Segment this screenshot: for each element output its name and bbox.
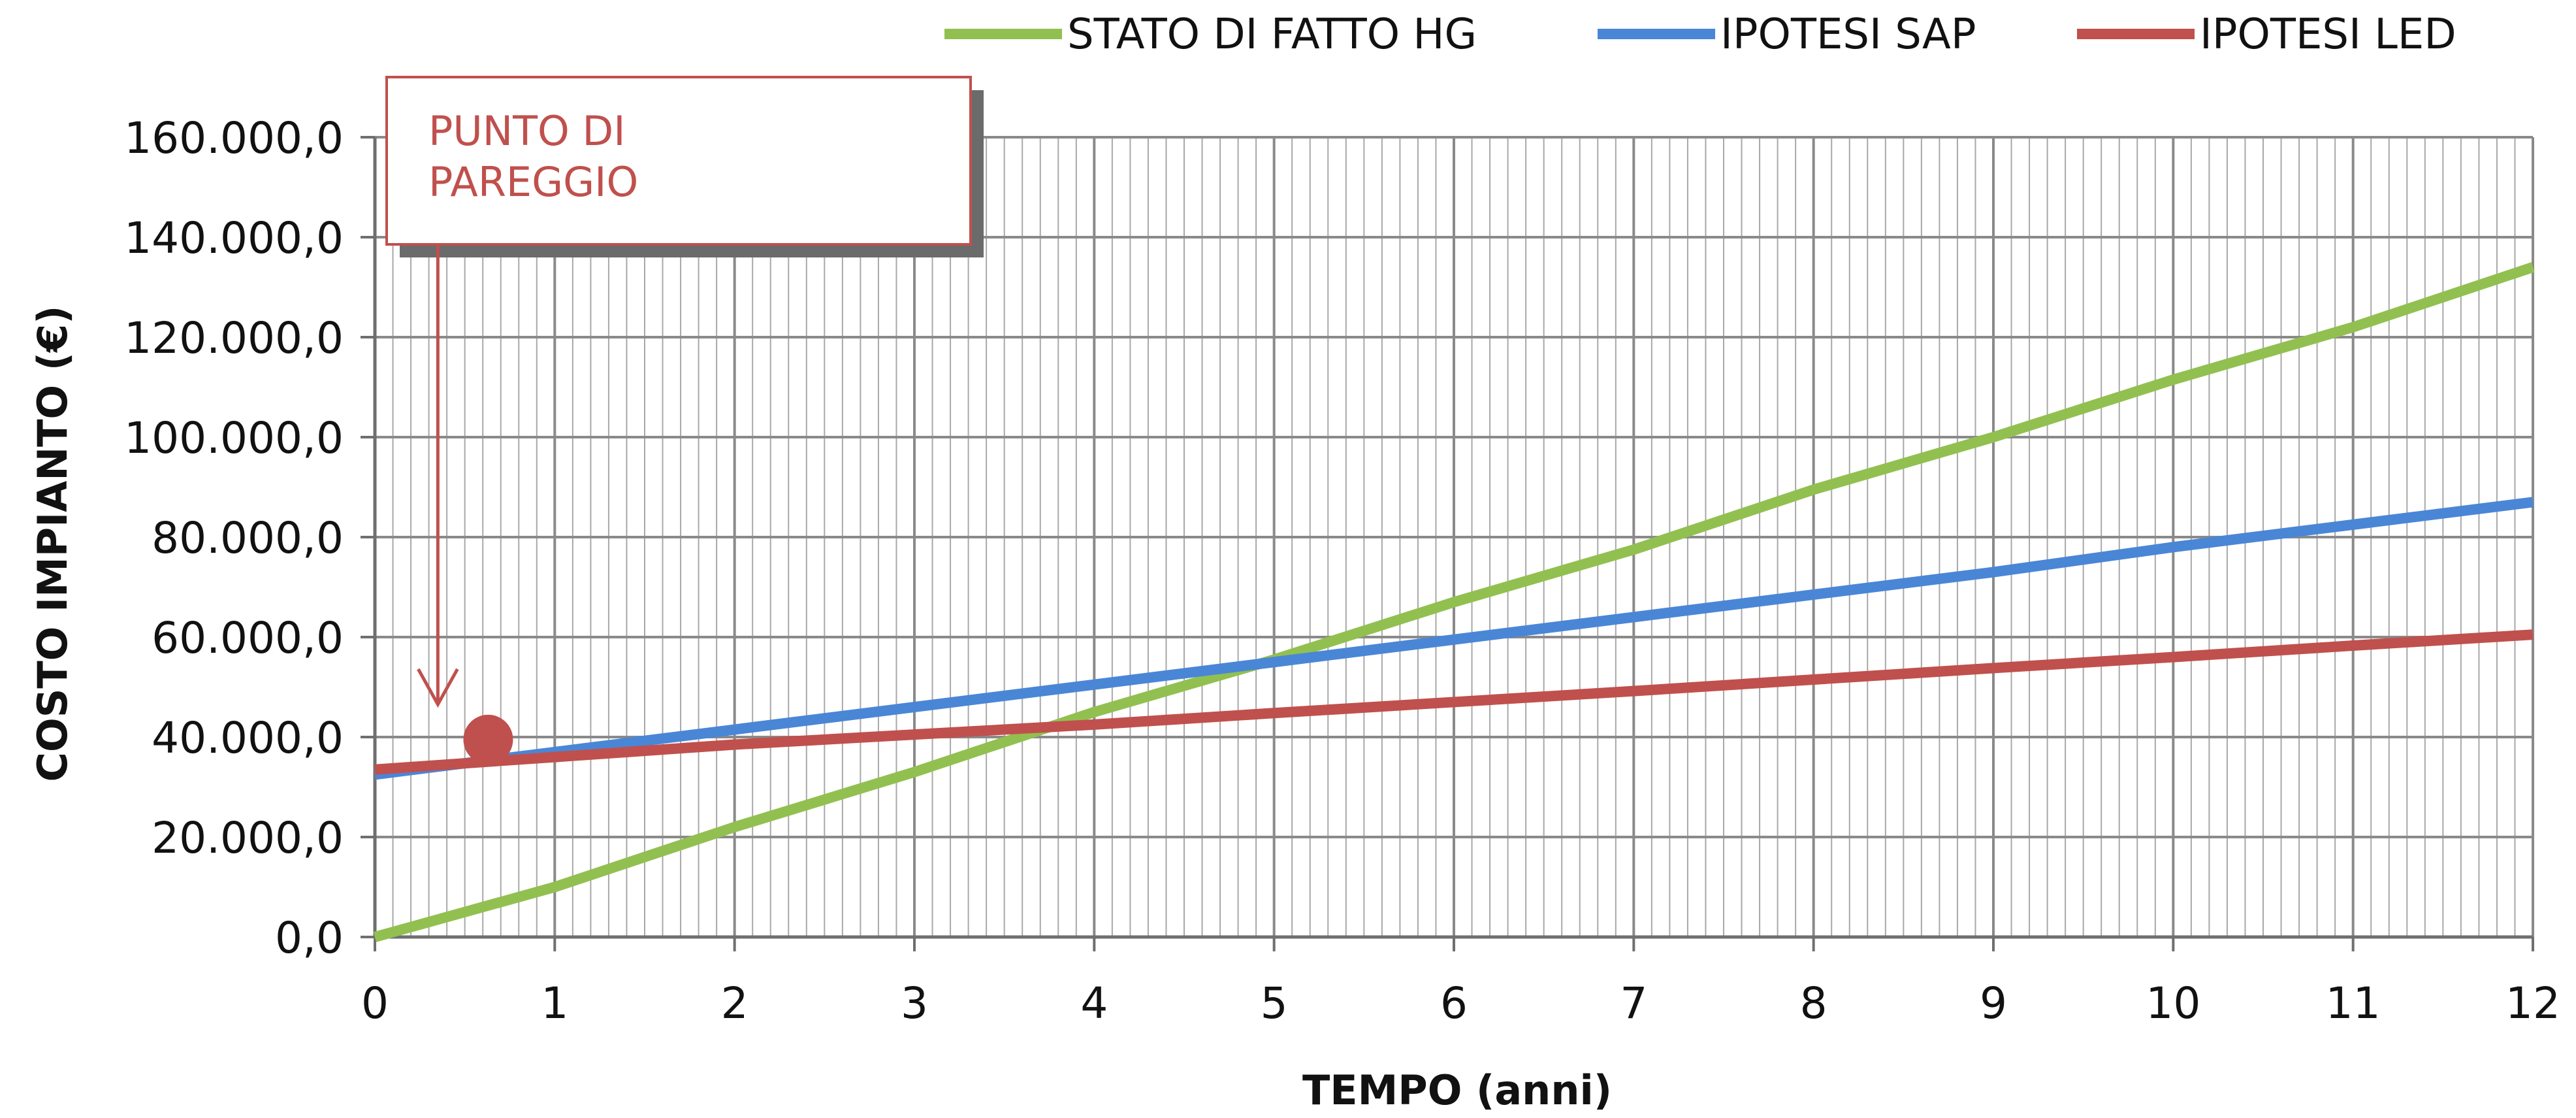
legend: STATO DI FATTO HG IPOTESI SAP IPOTESI LED <box>944 10 2456 59</box>
x-tick-label: 11 <box>2326 978 2381 1028</box>
x-tick-label: 9 <box>1980 978 2007 1028</box>
x-axis-title: TEMPO (anni) <box>1302 1066 1612 1114</box>
x-tick-label: 3 <box>901 978 928 1028</box>
y-tick-label: 60.000,0 <box>152 613 344 663</box>
x-tick-label: 2 <box>721 978 749 1028</box>
major-grid <box>375 136 2534 937</box>
callout-label-line-1: PUNTO DI <box>428 107 626 155</box>
annotation: PUNTO DI PAREGGIO <box>385 76 984 765</box>
x-tick-label: 12 <box>2505 978 2560 1028</box>
series-line-2 <box>374 629 2534 775</box>
y-tick-label: 40.000,0 <box>152 713 344 763</box>
x-tick-label: 1 <box>541 978 568 1028</box>
callout-box <box>385 76 972 246</box>
y-tick-label: 160.000,0 <box>124 113 344 163</box>
x-tick-label: 8 <box>1800 978 1827 1028</box>
x-tick-label: 5 <box>1261 978 1288 1028</box>
y-tick-label: 0,0 <box>275 913 344 963</box>
y-tick-labels: 0,0 20.000,0 40.000,0 60.000,0 80.000,0 100.0… <box>124 113 344 963</box>
x-tick-label: 6 <box>1440 978 1468 1028</box>
y-tick-label: 140.000,0 <box>124 213 344 263</box>
y-tick-label: 120.000,0 <box>124 313 344 363</box>
legend-label-2: IPOTESI LED <box>2200 10 2456 59</box>
callout-label-line-2: PAREGGIO <box>428 158 638 206</box>
x-tick-label: 4 <box>1080 978 1108 1028</box>
y-tick-label: 100.000,0 <box>124 413 344 463</box>
legend-label-1: IPOTESI SAP <box>1720 10 1976 59</box>
series-lines <box>373 262 2535 942</box>
y-tick-label: 80.000,0 <box>152 513 344 563</box>
x-tick-label: 10 <box>2146 978 2200 1028</box>
x-tick-label: 7 <box>1620 978 1647 1028</box>
x-tick-label: 0 <box>361 978 389 1028</box>
axes <box>361 136 2534 951</box>
series-line-0 <box>373 262 2535 942</box>
callout-arrow-head <box>417 668 459 708</box>
y-axis-title: COSTO IMPIANTO (€) <box>29 306 76 782</box>
series-line-1 <box>374 497 2534 780</box>
y-tick-label: 20.000,0 <box>152 813 344 863</box>
break-even-marker <box>463 714 513 765</box>
legend-label-0: STATO DI FATTO HG <box>1067 10 1477 59</box>
x-tick-labels: 0 1 2 3 4 5 6 7 8 9 10 11 12 <box>361 978 2560 1028</box>
